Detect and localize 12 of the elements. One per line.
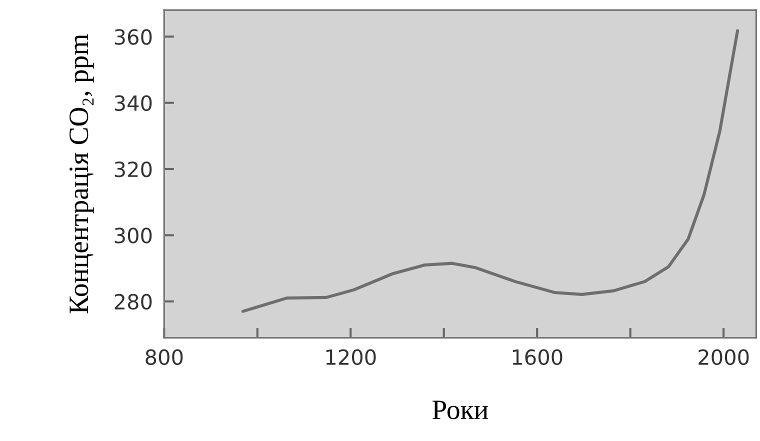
line-series <box>241 29 740 313</box>
y-tick-label: 320 <box>114 161 152 178</box>
x-axis-title: Роки <box>432 400 488 420</box>
y-axis-title: Концентрація CO₂, ppm <box>70 34 94 314</box>
y-tick-label: 280 <box>114 294 152 310</box>
y-tick-label: 300 <box>114 228 152 244</box>
x-tick-label: 1200 <box>326 349 376 366</box>
y-tick-label: 360 <box>114 29 152 45</box>
x-tick-label: 2000 <box>698 349 749 366</box>
x-tick-label: 800 <box>146 349 183 366</box>
x-tick-label: 1600 <box>512 349 562 366</box>
y-tick-label: 340 <box>114 95 152 112</box>
